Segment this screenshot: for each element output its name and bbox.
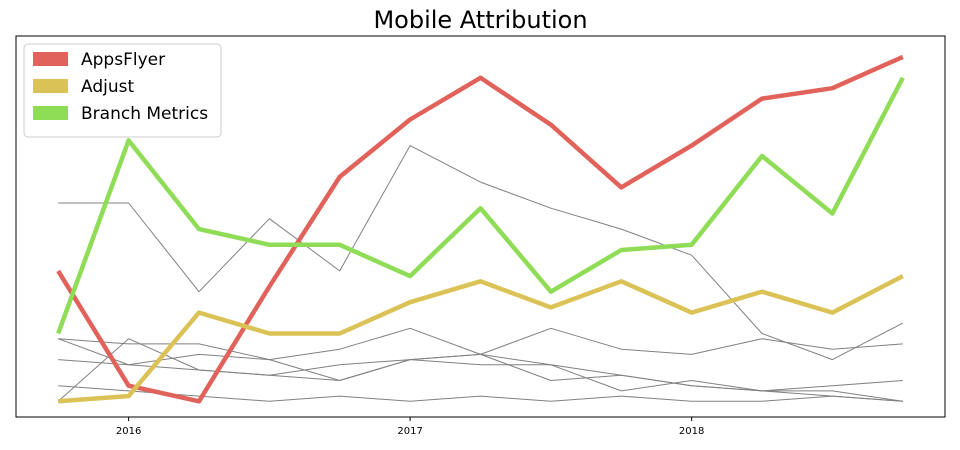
chart-title: Mobile Attribution	[373, 6, 587, 34]
legend-swatch	[33, 106, 68, 120]
series-layer	[56, 54, 905, 404]
series-line-adjust	[58, 274, 904, 404]
series-line-background-6	[58, 327, 903, 366]
legend-swatch	[33, 79, 68, 93]
legend-box	[23, 43, 222, 138]
x-tick-label: 2016	[116, 426, 141, 437]
legend-swatch	[33, 52, 68, 66]
plot-area	[15, 35, 946, 418]
x-axis: 2016 2017 2018	[116, 417, 704, 437]
legend-label: Adjust	[81, 77, 134, 97]
series-line-appsflyer	[56, 54, 904, 404]
series-line-background-7	[57, 338, 903, 402]
x-tick-label: 2018	[679, 426, 704, 437]
series-line-background-8	[58, 338, 903, 402]
legend-label: AppsFlyer	[81, 50, 165, 70]
series-line-branch-metrics	[56, 76, 905, 335]
x-tick-label: 2017	[397, 426, 422, 437]
series-line-background-3	[58, 145, 904, 361]
legend-label: Branch Metrics	[81, 104, 208, 124]
series-line-background-5	[58, 385, 903, 402]
legend: AppsFlyer Adjust Branch Metrics	[23, 43, 222, 138]
